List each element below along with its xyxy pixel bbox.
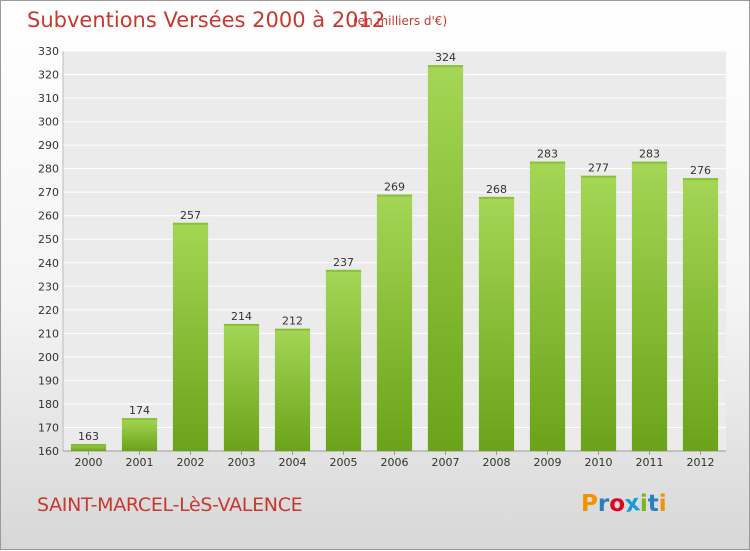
y-tick-label: 270 <box>38 186 59 199</box>
bar <box>376 194 413 451</box>
x-tick-label: 2007 <box>432 456 460 469</box>
x-tick-label: 2012 <box>687 456 715 469</box>
y-tick-label: 200 <box>38 351 59 364</box>
bar-top-edge <box>376 194 413 197</box>
y-tick-label: 330 <box>38 45 59 58</box>
bar <box>478 196 515 451</box>
bar <box>427 65 464 451</box>
bar <box>172 222 209 451</box>
bar-value-label: 277 <box>588 162 609 175</box>
bar <box>223 323 260 451</box>
y-tick-label: 190 <box>38 374 59 387</box>
bar-value-label: 324 <box>435 51 456 64</box>
x-tick-label: 2006 <box>381 456 409 469</box>
proxiti-logo: Proxiti <box>581 490 667 518</box>
bar-value-label: 174 <box>129 404 150 417</box>
logo-letter: P <box>581 491 598 517</box>
bar <box>580 175 617 452</box>
y-tick-label: 180 <box>38 398 59 411</box>
bar-top-edge <box>682 178 719 181</box>
bar-top-edge <box>70 443 107 446</box>
commune-name: SAINT-MARCEL-LèS-VALENCE <box>37 494 303 516</box>
x-tick-label: 2005 <box>330 456 358 469</box>
bar-top-edge <box>529 161 566 164</box>
bar-top-edge <box>580 175 617 178</box>
y-tick-label: 240 <box>38 257 59 270</box>
y-tick-label: 160 <box>38 445 59 458</box>
y-tick-label: 220 <box>38 304 59 317</box>
bar-top-edge <box>172 222 209 225</box>
logo-letter: o <box>609 491 626 517</box>
y-tick-label: 320 <box>38 69 59 82</box>
y-tick-label: 230 <box>38 280 59 293</box>
bar-value-label: 283 <box>537 148 558 161</box>
y-tick-label: 300 <box>38 116 59 129</box>
bar-value-label: 276 <box>690 164 711 177</box>
bar-value-label: 214 <box>231 310 252 323</box>
logo-letter: i <box>658 491 667 517</box>
bar-top-edge <box>325 269 362 272</box>
bar-top-edge <box>631 161 668 164</box>
bar-value-label: 237 <box>333 256 354 269</box>
bar-value-label: 257 <box>180 209 201 222</box>
bar-value-label: 283 <box>639 148 660 161</box>
y-tick-label: 260 <box>38 210 59 223</box>
bar <box>274 328 311 451</box>
bar-top-edge <box>427 65 464 68</box>
x-tick-label: 2008 <box>483 456 511 469</box>
bar-value-label: 163 <box>78 430 99 443</box>
bar <box>121 418 158 451</box>
bar-value-label: 268 <box>486 183 507 196</box>
y-tick-label: 250 <box>38 233 59 246</box>
x-tick-label: 2010 <box>585 456 613 469</box>
bar <box>325 269 362 451</box>
x-tick-label: 2001 <box>126 456 154 469</box>
bar-value-label: 212 <box>282 315 303 328</box>
x-tick-label: 2000 <box>75 456 103 469</box>
logo-letter: x <box>623 490 642 518</box>
bar <box>682 178 719 451</box>
bar-top-edge <box>223 323 260 326</box>
bar <box>631 161 668 451</box>
x-tick-label: 2003 <box>228 456 256 469</box>
x-tick-label: 2004 <box>279 456 307 469</box>
chart-subtitle: (en milliers d'€) <box>353 14 448 28</box>
bar <box>529 161 566 451</box>
y-tick-label: 290 <box>38 139 59 152</box>
logo-letter: i <box>639 491 648 517</box>
logo-letter: t <box>647 491 659 517</box>
y-tick-label: 170 <box>38 421 59 434</box>
chart-title: Subventions Versées 2000 à 2012 <box>27 8 386 32</box>
y-tick-label: 280 <box>38 163 59 176</box>
bar-value-label: 269 <box>384 181 405 194</box>
x-tick-label: 2009 <box>534 456 562 469</box>
bar-top-edge <box>478 196 515 199</box>
logo-letter: r <box>597 491 610 517</box>
y-tick-label: 310 <box>38 92 59 105</box>
bar-top-edge <box>121 418 158 421</box>
y-tick-label: 210 <box>38 327 59 340</box>
bar-top-edge <box>274 328 311 331</box>
x-tick-label: 2011 <box>636 456 664 469</box>
x-tick-label: 2002 <box>177 456 205 469</box>
bar <box>70 443 107 451</box>
